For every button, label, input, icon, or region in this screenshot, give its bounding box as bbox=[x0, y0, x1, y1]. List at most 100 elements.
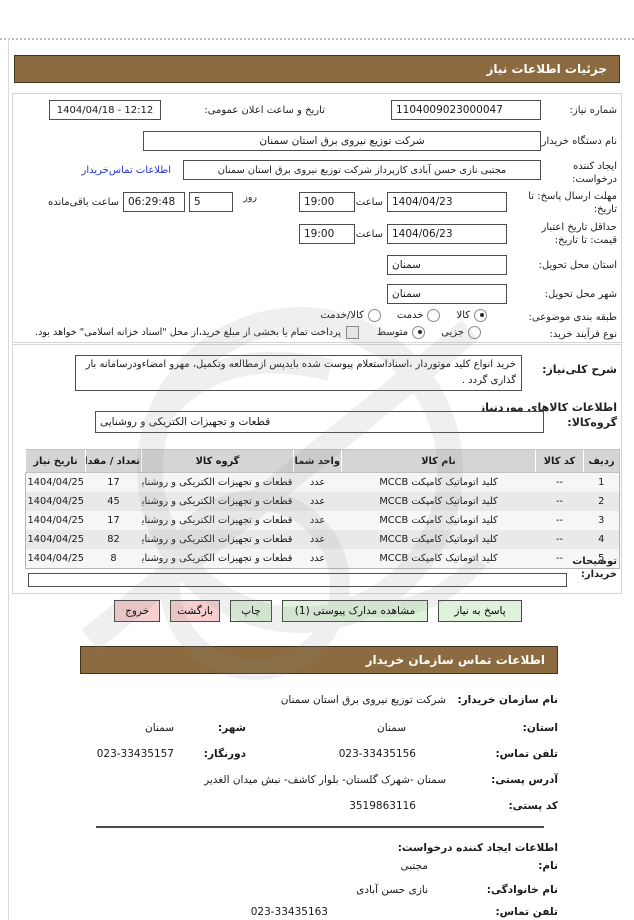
treasury-docs-checkbox[interactable] bbox=[346, 326, 359, 339]
table-cell: 1404/04/25 bbox=[25, 472, 86, 492]
section-header-buyer-contact: اطلاعات تماس سازمان خریدار bbox=[80, 646, 558, 674]
goods-info-heading: اطلاعات کالاهای موردنیاز bbox=[478, 401, 617, 414]
price-validity-label: حداقل تاریخ اعتبار قیمت: تا تاریخ: bbox=[541, 222, 617, 246]
radio-option-goods[interactable]: کالا bbox=[456, 309, 487, 322]
process-type-options: جزیی متوسط bbox=[377, 326, 481, 339]
exit-button[interactable]: خروج bbox=[114, 600, 161, 622]
table-cell: عدد bbox=[293, 472, 342, 492]
table-cell: 17 bbox=[85, 472, 142, 492]
table-cell: کلید اتوماتیک کامپکت MCCB bbox=[341, 511, 536, 530]
section-header-need-details: جزئیات اطلاعات نیاز bbox=[14, 55, 620, 83]
table-cell: -- bbox=[535, 549, 584, 569]
goods-group-value: قطعات و تجهیزات الکتریکی و روشنایی bbox=[100, 416, 271, 428]
price-validity-date-field[interactable]: 1404/06/23 bbox=[387, 224, 507, 244]
radio-label: جزیی bbox=[441, 327, 464, 338]
buyer-notes-field[interactable] bbox=[28, 573, 567, 587]
table-row: 5 -- کلید اتوماتیک کامپکت MCCB عدد قطعات و ت… bbox=[25, 549, 620, 569]
buyer-org-value: شرکت توزیع نیروی برق استان سمنان bbox=[259, 135, 425, 147]
table-cell: عدد bbox=[293, 549, 342, 569]
table-row: 4 -- کلید اتوماتیک کامپکت MCCB عدد قطعات و ت… bbox=[25, 530, 620, 549]
table-cell: 2 bbox=[583, 492, 620, 511]
city-value: سمنان bbox=[145, 722, 174, 734]
request-creator-field[interactable]: مجتبی نازی حسن آبادی کارپرداز شرکت توزیع… bbox=[183, 160, 541, 180]
goods-panel: شرح کلی‌نیاز: خرید انواع کلید موتوردار ،… bbox=[12, 344, 622, 594]
radio-icon[interactable] bbox=[412, 326, 426, 339]
contact-org-row: نام سازمان خریدار: شرکت توزیع نیروی برق … bbox=[80, 694, 558, 706]
delivery-city-field[interactable]: سمنان bbox=[387, 284, 507, 304]
price-validity-hour-label: ساعت bbox=[355, 229, 383, 240]
need-number-label: شماره نیاز: bbox=[569, 105, 618, 116]
announce-datetime-field[interactable]: 1404/04/18 - 12:12 bbox=[49, 100, 161, 120]
radio-option-service[interactable]: خدمت bbox=[397, 309, 441, 322]
remaining-time-label: ساعت باقی‌مانده bbox=[47, 197, 119, 208]
table-cell: 3 bbox=[583, 511, 620, 530]
delivery-province-label: استان محل تحویل: bbox=[538, 260, 617, 271]
table-cell: 5 bbox=[583, 549, 620, 569]
table-cell: 1 bbox=[583, 472, 620, 492]
request-creator-label: ایجاد کننده درخواست: bbox=[572, 161, 617, 185]
table-cell: 8 bbox=[85, 549, 142, 569]
radio-option-medium[interactable]: متوسط bbox=[377, 326, 426, 339]
table-cell: -- bbox=[535, 492, 584, 511]
subject-class-options: کالا خدمت کالا/خدمت bbox=[320, 309, 487, 322]
remaining-time-field[interactable]: 06:29:48 bbox=[123, 192, 185, 212]
delivery-province-field[interactable]: سمنان bbox=[387, 255, 507, 275]
reply-deadline-days-field[interactable]: 5 bbox=[189, 192, 233, 212]
table-header-cell: تاریخ نیاز bbox=[25, 449, 86, 473]
need-desc-field[interactable]: خرید انواع کلید موتوردار ،اسناداستعلام پ… bbox=[75, 355, 522, 391]
first-name-label: نام: bbox=[538, 860, 558, 872]
reply-deadline-label: مهلت ارسال پاسخ: تا تاریخ: bbox=[528, 191, 617, 215]
province-label: استان: bbox=[522, 722, 558, 734]
need-number-field[interactable]: 1104009023000047 bbox=[391, 100, 541, 120]
creator-phone-row: تلفن تماس: 023-33435163 bbox=[80, 906, 558, 918]
radio-label: خدمت bbox=[396, 310, 424, 321]
last-name-label: نام خانوادگی: bbox=[486, 884, 558, 896]
table-cell: 17 bbox=[85, 511, 142, 530]
view-attached-docs-button[interactable]: مشاهده مدارک پیوستی (1) bbox=[282, 600, 428, 622]
table-cell: کلید اتوماتیک کامپکت MCCB bbox=[341, 530, 536, 549]
treasury-docs-option: پرداخت تمام یا بخشی از مبلغ خرید،از محل … bbox=[27, 326, 359, 339]
creator-phone-label: تلفن تماس: bbox=[495, 906, 558, 918]
table-header-cell: واحد شمارش bbox=[293, 449, 342, 473]
table-header-cell: کد کالا bbox=[535, 449, 584, 473]
address-label: آدرس پستی: bbox=[491, 774, 558, 786]
postal-code-value: 3519863116 bbox=[349, 800, 416, 812]
table-cell: -- bbox=[535, 511, 584, 530]
org-name-label: نام سازمان خریدار: bbox=[457, 694, 558, 706]
radio-icon[interactable] bbox=[468, 326, 481, 339]
reply-deadline-hour-field[interactable]: 19:00 bbox=[299, 192, 355, 212]
table-cell: قطعات و تجهیزات الکتریکی و روشنایی bbox=[141, 492, 294, 511]
subject-class-label: طبقه بندی موضوعی: bbox=[528, 312, 617, 323]
creator-family-row: نام خانوادگی: نازی حسن آبادی bbox=[80, 884, 558, 896]
table-header-cell: تعداد / مقدار bbox=[85, 449, 142, 473]
price-validity-date: 1404/06/23 bbox=[392, 228, 453, 240]
radio-icon[interactable] bbox=[474, 309, 487, 322]
radio-icon[interactable] bbox=[367, 309, 381, 322]
reply-to-need-button[interactable]: پاسخ به نیاز bbox=[438, 600, 522, 622]
back-button[interactable]: بازگشت bbox=[170, 600, 220, 622]
delivery-province-value: سمنان bbox=[392, 259, 421, 271]
table-cell: عدد bbox=[293, 511, 342, 530]
radio-option-minor[interactable]: جزیی bbox=[441, 326, 481, 339]
table-cell: قطعات و تجهیزات الکتریکی و روشنایی bbox=[141, 549, 294, 569]
city-label: شهر: bbox=[218, 722, 246, 734]
reply-deadline-date-field[interactable]: 1404/04/23 bbox=[387, 192, 507, 212]
radio-icon[interactable] bbox=[427, 309, 441, 322]
section-divider bbox=[96, 826, 544, 828]
reply-deadline-date: 1404/04/23 bbox=[392, 196, 453, 208]
table-cell: کلید اتوماتیک کامپکت MCCB bbox=[341, 472, 536, 492]
table-cell: 1404/04/25 bbox=[25, 511, 86, 530]
buyer-org-field[interactable]: شرکت توزیع نیروی برق استان سمنان bbox=[143, 131, 541, 151]
goods-group-field[interactable]: قطعات و تجهیزات الکتریکی و روشنایی bbox=[95, 411, 544, 433]
radio-option-goods-service[interactable]: کالا/خدمت bbox=[320, 309, 381, 322]
print-button[interactable]: چاپ bbox=[230, 600, 272, 622]
postal-code-label: کد پستی: bbox=[508, 800, 558, 812]
table-cell: 1404/04/25 bbox=[25, 549, 86, 569]
buyer-contact-link[interactable]: اطلاعات تماس‌خریدار bbox=[81, 165, 171, 176]
section-title: جزئیات اطلاعات نیاز bbox=[486, 62, 607, 76]
price-validity-hour-field[interactable]: 19:00 bbox=[299, 224, 355, 244]
table-row: 2 -- کلید اتوماتیک کامپکت MCCB عدد قطعات و ت… bbox=[25, 492, 620, 511]
